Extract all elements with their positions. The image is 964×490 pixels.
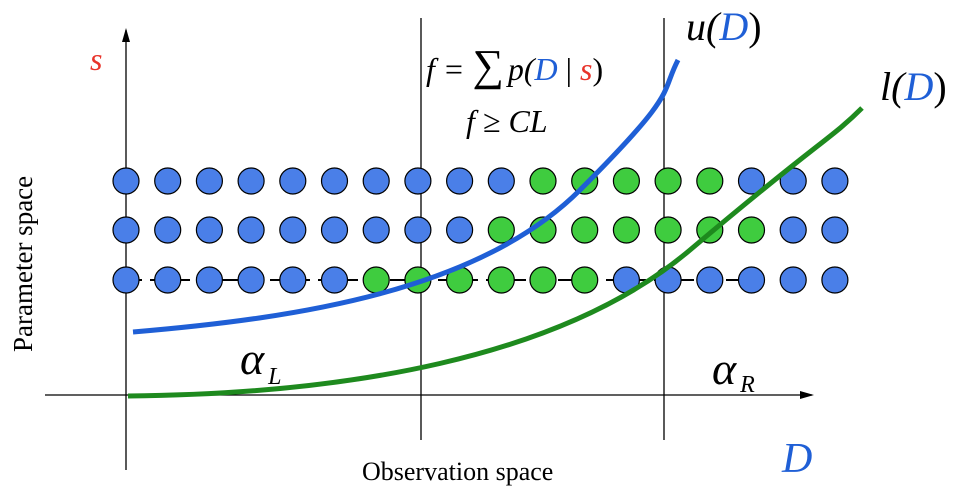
upper-curve-var: D: [718, 4, 748, 49]
formula-close: ): [592, 51, 603, 87]
formula-d: D: [534, 51, 558, 87]
lower-curve-var: D: [903, 64, 933, 109]
dot-green: [654, 167, 682, 195]
formula-lhs: f =: [426, 51, 472, 87]
dot-green: [487, 216, 515, 244]
dot-blue: [696, 266, 724, 294]
dot-blue: [446, 167, 474, 195]
dot-blue: [446, 216, 474, 244]
sum-formula: f = ∑ p(D | s): [426, 41, 603, 90]
dot-blue: [112, 167, 140, 195]
dot-green: [612, 167, 641, 195]
dot-blue: [320, 216, 349, 244]
dot-blue: [279, 167, 307, 195]
alpha-left-symbol: α: [240, 333, 265, 384]
dot-blue: [821, 266, 849, 294]
lower-curve-prefix: l(: [880, 64, 907, 109]
dot-green: [487, 266, 515, 294]
dot-blue: [154, 266, 182, 294]
y-axis-title: Parameter space: [8, 176, 38, 352]
formula-p: p(: [506, 51, 537, 87]
vertical-axis-arrow: [122, 28, 130, 42]
alpha-right-subscript: R: [739, 372, 755, 398]
dot-blue: [362, 216, 390, 244]
dot-blue: [154, 216, 182, 244]
dot-grid: [112, 167, 849, 294]
dot-blue: [237, 266, 265, 294]
horizontal-axis-arrow: [800, 391, 814, 399]
dot-green: [696, 167, 724, 195]
dot-blue: [195, 266, 223, 294]
dot-blue: [821, 167, 849, 195]
dot-blue: [362, 167, 390, 195]
lower-curve-suffix: ): [933, 64, 946, 109]
dot-blue: [112, 266, 140, 294]
formula-bar: |: [558, 51, 580, 87]
dot-blue: [487, 167, 515, 195]
dot-blue: [320, 266, 349, 294]
s-axis-label: s: [90, 41, 102, 77]
inequality-formula: f ≥ CL: [466, 103, 548, 139]
dot-blue: [195, 167, 223, 195]
dot-green: [737, 216, 766, 244]
alpha-left-subscript: L: [267, 364, 281, 390]
upper-curve-prefix: u(: [686, 4, 722, 49]
dot-green: [571, 216, 599, 244]
dot-blue: [279, 216, 307, 244]
dot-green: [362, 266, 390, 294]
dot-blue: [404, 216, 432, 244]
x-axis-title: Observation space: [362, 457, 553, 486]
dot-blue: [737, 266, 766, 294]
upper-curve: [132, 58, 681, 335]
alpha-right-symbol: α: [712, 343, 737, 394]
lower-curve-label: l(D): [880, 64, 947, 109]
dot-blue: [112, 216, 140, 244]
dot-green: [571, 266, 599, 294]
dot-green: [529, 266, 557, 294]
upper-curve-suffix: ): [748, 4, 761, 49]
dot-blue: [737, 167, 766, 195]
dot-blue: [195, 216, 223, 244]
dot-blue: [779, 216, 807, 244]
dot-green: [571, 167, 599, 195]
dot-blue: [237, 216, 265, 244]
formula-sum: ∑: [472, 41, 503, 90]
formula-s: s: [580, 51, 592, 87]
dot-blue: [320, 167, 349, 195]
dot-blue: [279, 266, 307, 294]
d-axis-label: D: [781, 436, 812, 482]
lower-curve: [127, 106, 864, 399]
dot-blue: [404, 167, 432, 195]
dot-blue: [237, 167, 265, 195]
dot-green: [612, 216, 641, 244]
dot-blue: [779, 266, 807, 294]
dot-green: [654, 216, 682, 244]
dot-green: [529, 167, 557, 195]
dot-blue: [154, 167, 182, 195]
dot-blue: [821, 216, 849, 244]
upper-curve-label: u(D): [686, 4, 762, 49]
